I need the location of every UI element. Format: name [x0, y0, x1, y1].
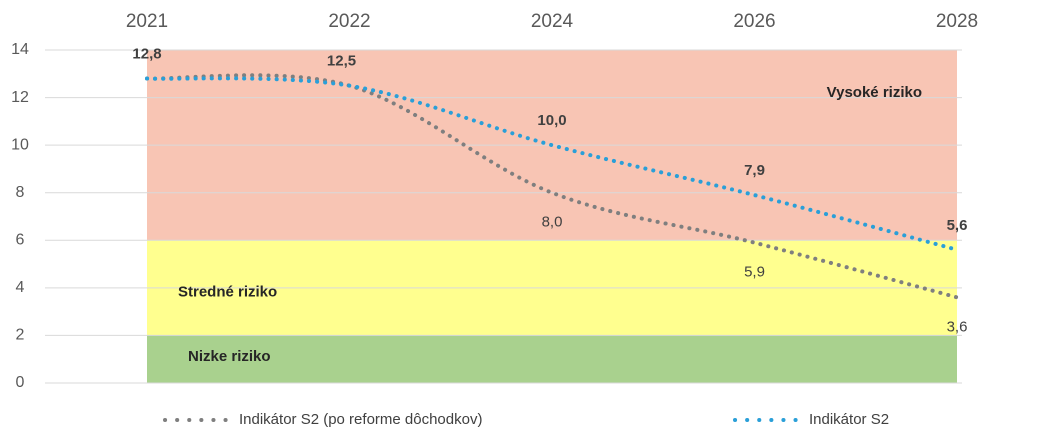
- data-label: 12,5: [327, 53, 356, 70]
- y-tick-label: 2: [16, 327, 25, 344]
- y-tick-label: 4: [16, 279, 25, 296]
- band-label: Nizke riziko: [188, 348, 271, 365]
- y-tick-label: 12: [11, 89, 29, 106]
- data-label: 3,6: [947, 318, 968, 335]
- band-label: Stredné riziko: [178, 284, 277, 301]
- legend-label: Indikátor S2: [809, 411, 889, 428]
- band-label: Vysoké riziko: [827, 84, 922, 101]
- series-line: [145, 76, 959, 252]
- data-label: 5,6: [947, 217, 968, 234]
- y-tick-label: 14: [11, 41, 29, 58]
- data-label: 5,9: [744, 264, 765, 281]
- data-label: 12,8: [132, 46, 161, 63]
- x-tick-label: 2028: [936, 11, 978, 32]
- data-label: 10,0: [537, 112, 566, 129]
- x-tick-label: 2021: [126, 11, 168, 32]
- series-line: [145, 73, 959, 300]
- y-tick-label: 6: [16, 232, 25, 249]
- risk-band: [147, 335, 957, 383]
- x-tick-label: 2022: [328, 11, 370, 32]
- legend-label: Indikátor S2 (po reforme dôchodkov): [239, 411, 482, 428]
- data-label: 8,0: [542, 214, 563, 231]
- x-tick-label: 2026: [733, 11, 775, 32]
- y-tick-label: 0: [16, 374, 25, 391]
- data-label: 7,9: [744, 162, 765, 179]
- x-tick-label: 2024: [531, 11, 574, 32]
- y-tick-label: 8: [16, 184, 25, 201]
- y-tick-label: 10: [11, 136, 29, 153]
